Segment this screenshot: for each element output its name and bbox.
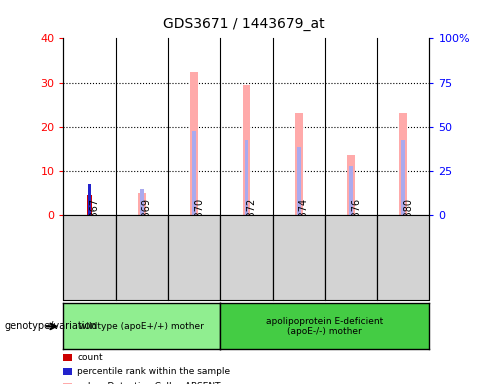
Bar (402, 140, 405, 215)
Text: wildtype (apoE+/+) mother: wildtype (apoE+/+) mother (80, 322, 204, 331)
Bar (192, 131, 196, 215)
Bar (297, 147, 301, 215)
Text: genotype/variation: genotype/variation (5, 321, 98, 331)
Text: GSM142367: GSM142367 (90, 198, 100, 257)
Text: GSM142370: GSM142370 (194, 198, 204, 257)
Text: GSM142374: GSM142374 (299, 198, 309, 257)
Bar (87, 195, 92, 215)
Bar (88, 184, 91, 215)
Bar (243, 85, 250, 215)
Text: GSM142369: GSM142369 (142, 198, 152, 257)
Text: count: count (77, 353, 103, 362)
Text: GSM142372: GSM142372 (246, 198, 256, 257)
Bar (295, 114, 303, 215)
Text: GSM142380: GSM142380 (403, 198, 413, 257)
Text: percentile rank within the sample: percentile rank within the sample (77, 367, 230, 376)
Text: GSM142376: GSM142376 (351, 198, 361, 257)
Bar (138, 193, 146, 215)
Text: GDS3671 / 1443679_at: GDS3671 / 1443679_at (163, 17, 325, 31)
Bar (190, 71, 198, 215)
Bar (349, 167, 353, 215)
Bar (140, 189, 143, 215)
Text: value, Detection Call = ABSENT: value, Detection Call = ABSENT (77, 382, 221, 384)
Bar (347, 156, 355, 215)
Bar (244, 140, 248, 215)
Bar (399, 114, 407, 215)
Text: apolipoprotein E-deficient
(apoE-/-) mother: apolipoprotein E-deficient (apoE-/-) mot… (266, 317, 384, 336)
